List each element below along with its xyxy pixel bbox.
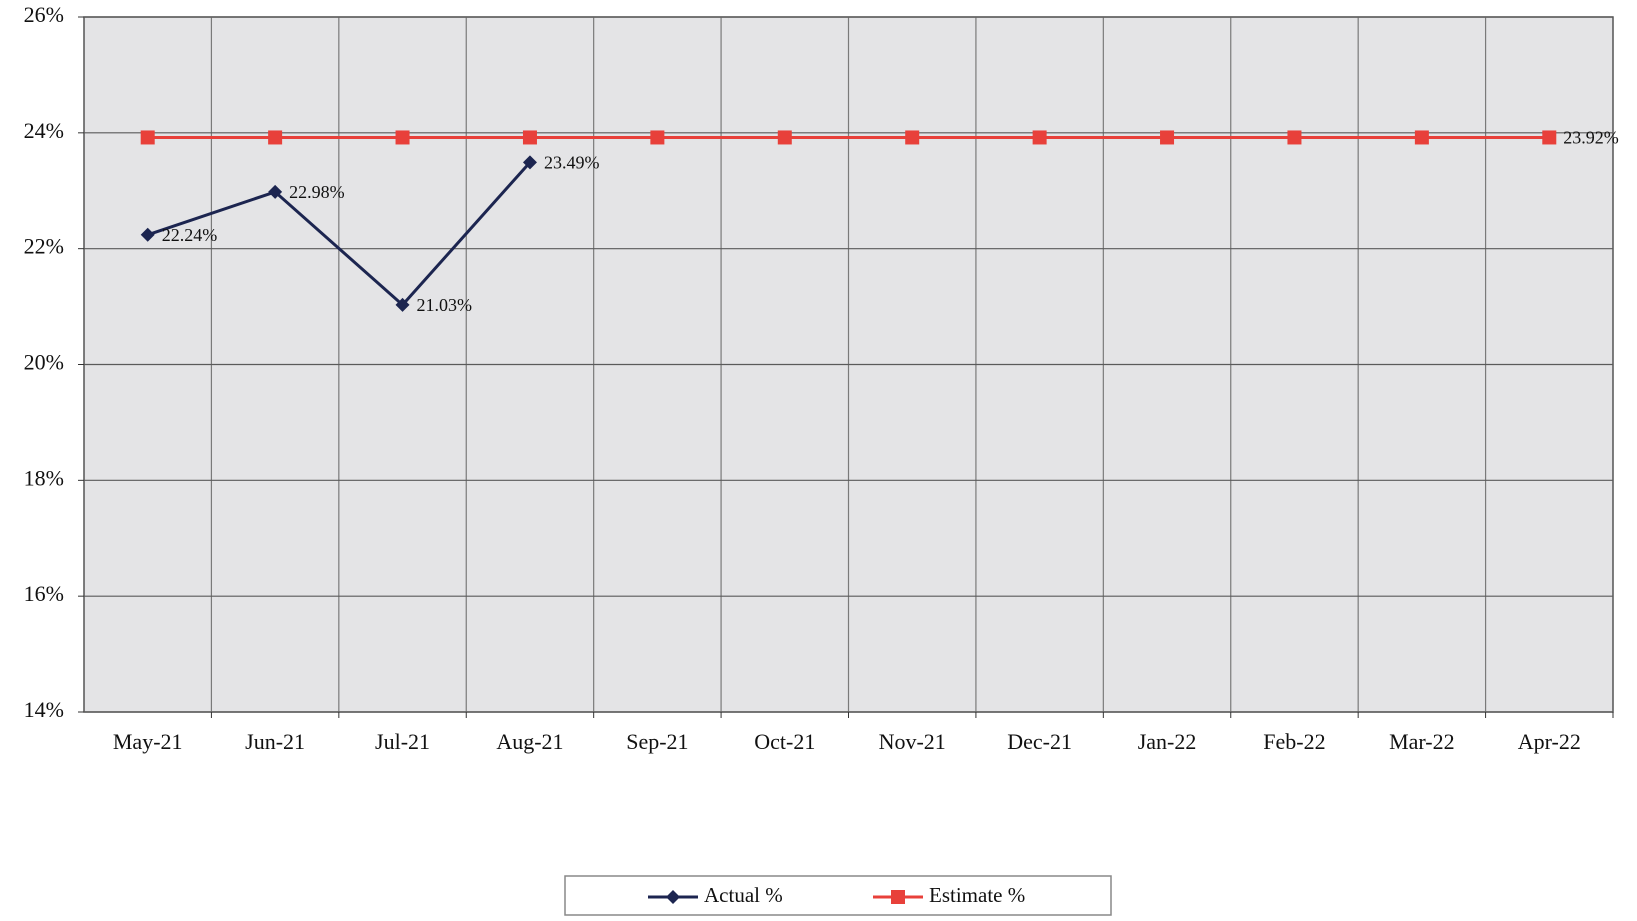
point	[522, 130, 537, 145]
point	[905, 130, 920, 145]
x-tick-label: Jan-22	[1138, 729, 1197, 754]
x-tick-label: Mar-22	[1389, 729, 1455, 754]
point	[268, 130, 283, 145]
data-label: 23.49%	[544, 152, 600, 172]
y-tick-label: 20%	[24, 350, 64, 375]
y-tick-label: 24%	[24, 118, 64, 143]
point	[522, 155, 537, 170]
x-tick-label: May-21	[113, 729, 183, 754]
x-tick-label: Dec-21	[1007, 729, 1072, 754]
point	[1287, 130, 1302, 145]
data-label: 21.03%	[417, 295, 473, 315]
point	[650, 130, 665, 145]
y-tick-label: 16%	[24, 581, 64, 606]
y-tick-label: 18%	[24, 465, 64, 490]
y-tick-label: 26%	[24, 2, 64, 27]
y-tick-label: 14%	[24, 697, 64, 722]
point	[140, 227, 155, 242]
y-tick-label: 22%	[24, 234, 64, 259]
legend-label: Actual %	[704, 883, 783, 907]
point	[395, 130, 410, 145]
x-tick-label: Jun-21	[245, 729, 305, 754]
point	[395, 297, 410, 312]
x-tick-label: Jul-21	[375, 729, 430, 754]
legend-box	[564, 875, 1112, 916]
x-tick-label: Oct-21	[754, 729, 815, 754]
data-label: 23.92%	[1563, 128, 1619, 148]
x-tick-label: Apr-22	[1518, 729, 1581, 754]
data-label: 22.24%	[162, 225, 218, 245]
x-tick-label: Sep-21	[626, 729, 688, 754]
legend-label: Estimate %	[929, 883, 1025, 907]
point	[1160, 130, 1175, 145]
point	[1542, 130, 1557, 145]
legend: Actual % Estimate %	[564, 875, 1112, 916]
series-line	[147, 161, 532, 307]
point	[268, 184, 283, 199]
x-tick-label: Nov-21	[879, 729, 946, 754]
point	[1032, 130, 1047, 145]
x-tick-label: Aug-21	[496, 729, 563, 754]
x-tick-label: Feb-22	[1263, 729, 1325, 754]
point	[777, 130, 792, 145]
point	[891, 890, 905, 904]
point	[140, 130, 155, 145]
point	[666, 890, 680, 904]
data-label: 22.98%	[289, 182, 345, 202]
point	[1414, 130, 1429, 145]
